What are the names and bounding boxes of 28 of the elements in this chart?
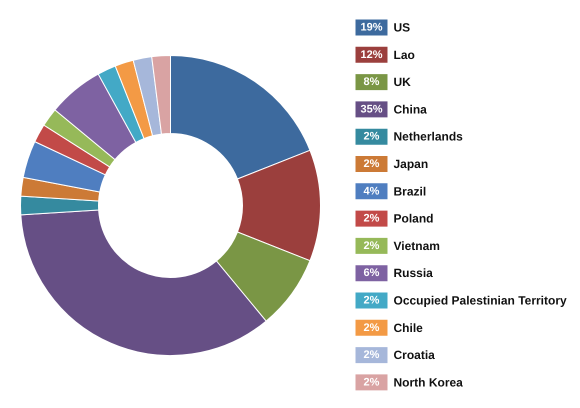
legend-label: North Korea	[394, 375, 464, 390]
data-label: 4%	[364, 185, 380, 198]
data-label: 2%	[364, 349, 380, 362]
data-label: 2%	[364, 294, 380, 306]
legend-label: Vietnam	[394, 238, 440, 253]
data-label: 2%	[364, 376, 380, 388]
data-label: 2%	[364, 240, 380, 252]
legend-label: Poland	[394, 212, 434, 226]
data-label: 12%	[360, 48, 383, 61]
data-label: 19%	[360, 22, 383, 34]
legend-label: UK	[394, 75, 412, 90]
legend-label: US	[394, 20, 410, 34]
legend-label: Occupied Palestinian Territory	[394, 294, 567, 308]
legend-label: Japan	[394, 157, 428, 171]
legend-label: Brazil	[394, 184, 426, 198]
legend-label: Croatia	[394, 348, 436, 362]
legend-label: Russia	[394, 266, 434, 280]
legend-label: Lao	[394, 48, 415, 62]
data-label: 35%	[360, 103, 383, 116]
data-label: 6%	[364, 267, 380, 280]
data-label: 2%	[364, 322, 380, 334]
data-label: 2%	[364, 212, 380, 225]
data-label: 2%	[364, 158, 380, 170]
legend-label: Netherlands	[394, 130, 464, 144]
data-label: 2%	[364, 130, 380, 143]
legend-label: Chile	[394, 320, 424, 335]
data-label: 8%	[364, 76, 380, 88]
legend-label: China	[394, 102, 428, 116]
